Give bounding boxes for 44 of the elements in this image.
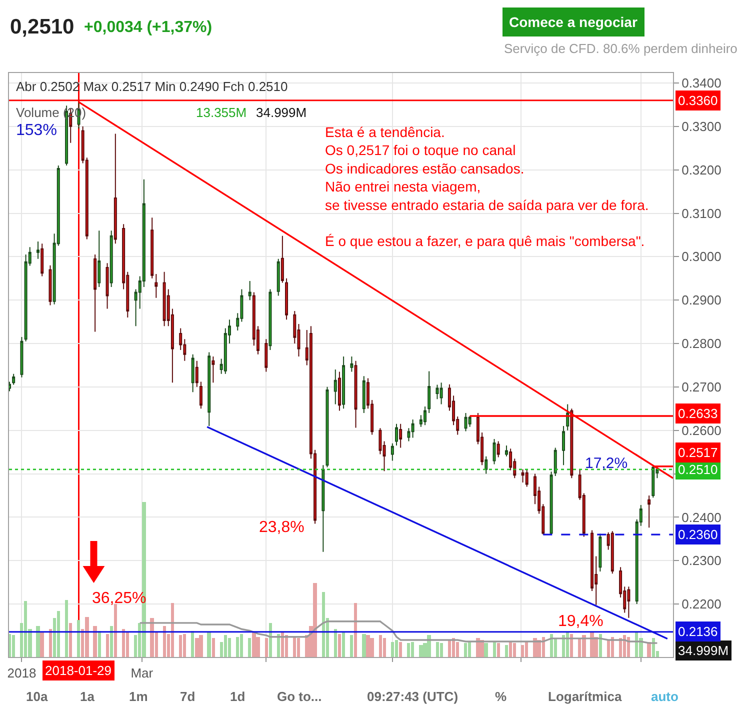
y-tick-label: 0.2400 <box>682 510 722 525</box>
annotation: 23,8% <box>259 519 304 536</box>
annotation: 13.355M <box>196 105 247 120</box>
y-tick-label: 0.2300 <box>682 553 722 568</box>
text: % <box>495 689 507 704</box>
ref-line-label: 0.2136 <box>678 624 718 639</box>
text: Logarítmica <box>548 689 622 704</box>
text: 1a <box>80 689 96 704</box>
x-tick-label: 2018 <box>7 666 36 681</box>
annotation: 36,25% <box>92 590 146 607</box>
y-tick-label: 0.3300 <box>682 118 722 134</box>
ref-line-label: 2018-01-29 <box>45 663 112 678</box>
data-label: 0.2517 <box>678 445 718 460</box>
y-tick-label: 0.3000 <box>682 249 722 264</box>
annotation: 17,2% <box>585 455 628 472</box>
y-tick-label: 0.3100 <box>682 206 722 221</box>
text: 09:27:43 (UTC) <box>367 689 458 704</box>
text: 7d <box>180 689 196 704</box>
chart-title: 0,2510 <box>10 15 74 38</box>
ref-line-label: 0.2510 <box>678 462 718 477</box>
annotation: 19,4% <box>558 613 604 630</box>
text: Go to... <box>277 689 322 704</box>
text: Serviço de CFD. 80.6% perdem dinheiro <box>504 41 738 56</box>
ref-line-label: 0.3360 <box>678 93 718 108</box>
text: 1m <box>129 689 148 704</box>
data-label: 0.2633 <box>678 406 718 421</box>
y-tick-label: 0.2700 <box>682 379 722 394</box>
y-tick-label: 0.2200 <box>682 596 722 612</box>
data-label: 0.2360 <box>678 527 718 542</box>
text: 10a <box>26 689 48 704</box>
annotation: 153% <box>16 122 57 139</box>
y-tick-label: 0.3200 <box>682 162 722 178</box>
annotation: 34.999M <box>256 105 307 120</box>
y-tick-label: 0.3400 <box>682 76 722 91</box>
text: Comece a negociar <box>509 14 638 30</box>
text: Esta é a tendência. Os 0,2517 foi o toque no canal Os indicadores estão cansados. Não entrei nesta viagem, se tivesse entrado estaria de saída para ver de fora. É o que estou a fazer, e para quê mais "combersa". <box>325 124 649 250</box>
y-tick-label: 0.2800 <box>682 336 722 352</box>
y-tick-label: 0.2900 <box>682 292 722 308</box>
y-tick-label: 0.2600 <box>682 422 722 438</box>
text: 34.999M <box>678 643 729 658</box>
x-tick-label: Mar <box>130 666 154 681</box>
chart-subtitle: +0,0034 (+1,37%) <box>84 19 212 36</box>
text: auto <box>651 689 678 704</box>
text: 1d <box>230 689 246 704</box>
